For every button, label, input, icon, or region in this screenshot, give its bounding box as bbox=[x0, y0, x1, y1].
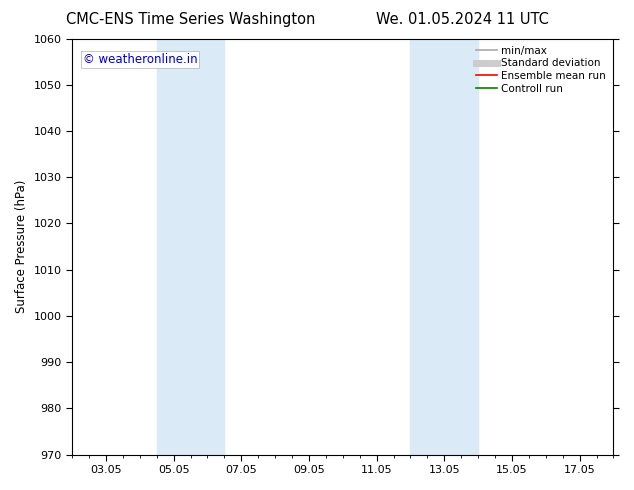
Text: We. 01.05.2024 11 UTC: We. 01.05.2024 11 UTC bbox=[377, 12, 549, 27]
Bar bbox=[157, 39, 224, 455]
Text: © weatheronline.in: © weatheronline.in bbox=[83, 53, 198, 66]
Y-axis label: Surface Pressure (hPa): Surface Pressure (hPa) bbox=[15, 180, 28, 313]
Text: CMC-ENS Time Series Washington: CMC-ENS Time Series Washington bbox=[65, 12, 315, 27]
Bar bbox=[410, 39, 478, 455]
Legend: min/max, Standard deviation, Ensemble mean run, Controll run: min/max, Standard deviation, Ensemble me… bbox=[472, 42, 611, 98]
